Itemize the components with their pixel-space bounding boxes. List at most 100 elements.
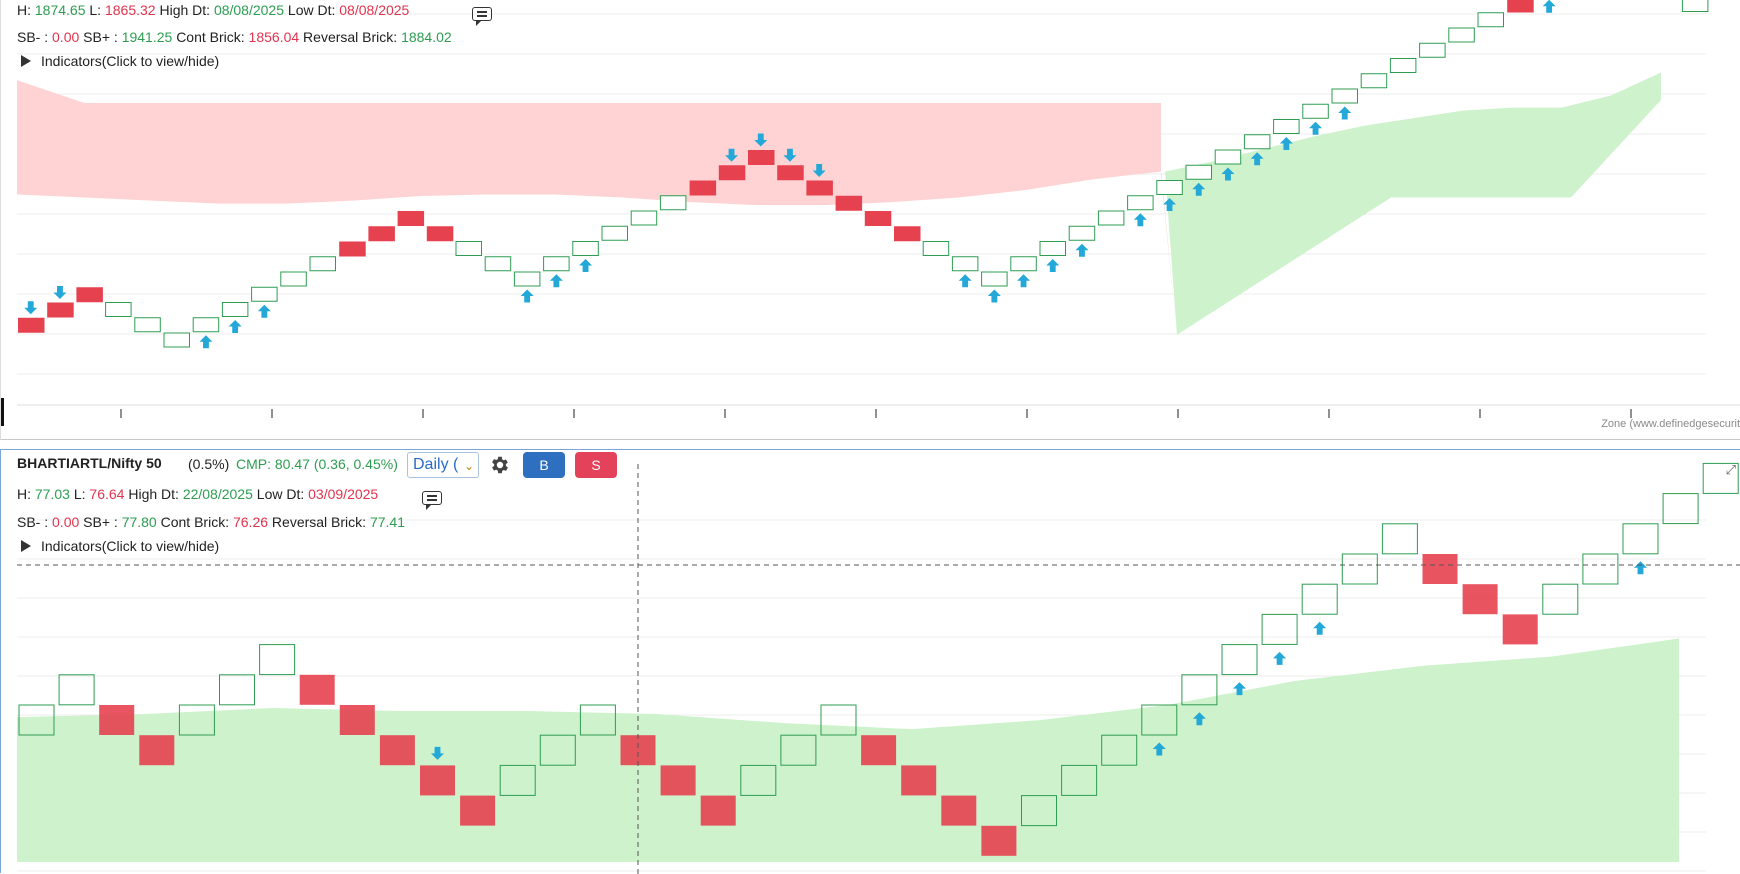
renko-brick-up xyxy=(163,332,190,348)
top-ohlc-line: H: 1874.65 L: 1865.32 High Dt: 08/08/202… xyxy=(17,2,410,18)
expand-icon[interactable]: ⤢ xyxy=(1725,462,1736,477)
expand-triangle-icon xyxy=(21,540,31,552)
renko-brick-up xyxy=(1341,553,1378,585)
renko-brick-up xyxy=(1010,256,1037,272)
renko-brick-up xyxy=(579,704,616,736)
sell-arrow-icon xyxy=(812,164,826,177)
renko-brick-up xyxy=(1662,493,1699,525)
renko-brick-up xyxy=(1221,644,1258,676)
renko-brick-up xyxy=(1542,583,1579,615)
renko-brick-up xyxy=(951,256,979,272)
renko-brick-up xyxy=(105,302,132,317)
renko-brick-up xyxy=(499,764,536,796)
gear-icon[interactable] xyxy=(489,454,511,476)
renko-brick-up xyxy=(1185,164,1212,180)
renko-brick-up xyxy=(1702,462,1739,494)
renko-brick-down xyxy=(1507,0,1534,13)
renko-brick-down xyxy=(981,825,1017,856)
buy-arrow-icon xyxy=(1133,213,1147,227)
renko-brick-up xyxy=(1302,103,1329,119)
cloud-crossover xyxy=(1161,171,1177,335)
renko-brick-up xyxy=(780,734,817,766)
buy-arrow-icon xyxy=(1313,621,1327,635)
renko-brick-up xyxy=(1582,553,1619,585)
renko-brick-up xyxy=(221,302,249,317)
comment-icon[interactable] xyxy=(472,7,492,26)
renko-brick-up xyxy=(1622,523,1659,555)
renko-brick-up xyxy=(572,241,599,256)
symbol-title: BHARTIARTL/Nifty 50 xyxy=(17,455,162,471)
renko-brick-down xyxy=(76,287,103,303)
renko-brick-up xyxy=(259,644,296,676)
renko-brick-down xyxy=(894,226,921,242)
ichimoku-cloud-bullish xyxy=(1165,72,1661,335)
renko-brick-down xyxy=(835,195,863,211)
renko-brick-up xyxy=(219,674,255,706)
top-indicators-toggle[interactable]: Indicators(Click to view/hide) xyxy=(21,53,219,69)
renko-brick-up xyxy=(1261,613,1298,645)
sell-button[interactable]: S xyxy=(575,452,617,478)
top-chart-panel[interactable]: H: 1874.65 L: 1865.32 High Dt: 08/08/202… xyxy=(0,0,1740,440)
buy-arrow-icon xyxy=(1309,121,1323,135)
renko-brick-up xyxy=(1127,195,1154,211)
buy-arrow-icon xyxy=(520,289,534,303)
renko-brick-down xyxy=(861,735,897,766)
renko-brick-down xyxy=(689,180,717,196)
expand-triangle-icon xyxy=(21,55,31,67)
buy-arrow-icon xyxy=(1250,152,1264,166)
renko-brick-up xyxy=(740,764,777,796)
renko-brick-up xyxy=(1097,210,1125,226)
bottom-indicators-toggle[interactable]: Indicators(Click to view/hide) xyxy=(21,538,219,554)
renko-brick-up xyxy=(1477,12,1504,28)
buy-arrow-icon xyxy=(1017,274,1031,288)
top-renko-chart[interactable] xyxy=(1,0,1740,440)
renko-brick-up xyxy=(539,734,576,766)
buy-arrow-icon xyxy=(1152,742,1166,756)
renko-brick-down xyxy=(379,735,415,766)
renko-brick-down xyxy=(901,765,937,796)
ichimoku-cloud-bullish xyxy=(17,638,1679,862)
buy-arrow-icon xyxy=(1075,243,1089,257)
buy-arrow-icon xyxy=(1273,651,1287,665)
renko-brick-down xyxy=(420,765,455,796)
bottom-chart-panel[interactable]: BHARTIARTL/Nifty 50 (0.5%) CMP: 80.47 (0… xyxy=(0,449,1740,874)
sell-arrow-icon xyxy=(24,301,38,315)
renko-brick-up xyxy=(1389,58,1417,73)
renko-brick-up xyxy=(1021,795,1057,827)
renko-brick-down xyxy=(426,226,454,242)
renko-brick-up xyxy=(543,256,570,272)
renko-brick-down xyxy=(18,317,45,333)
renko-brick-up xyxy=(309,256,336,272)
buy-button[interactable]: B xyxy=(523,452,565,478)
buy-arrow-icon xyxy=(1542,0,1556,13)
top-brick-line: SB- : 0.00 SB+ : 1941.25 Cont Brick: 185… xyxy=(17,29,452,45)
sell-arrow-icon xyxy=(783,148,797,162)
renko-brick-down xyxy=(1502,614,1538,645)
renko-brick-up xyxy=(251,286,278,302)
renko-brick-up xyxy=(1214,149,1242,165)
buy-arrow-icon xyxy=(257,304,271,318)
renko-brick-up xyxy=(58,674,95,706)
renko-brick-down xyxy=(660,765,696,796)
buy-arrow-icon xyxy=(1233,682,1246,696)
renko-brick-down xyxy=(864,211,892,226)
ichimoku-cloud-bearish xyxy=(17,80,1161,206)
buy-arrow-icon xyxy=(228,320,242,333)
watermark: Zone (www.definedgesecurit xyxy=(1601,418,1740,430)
renko-brick-down xyxy=(339,705,375,735)
buy-arrow-icon xyxy=(1338,106,1352,120)
panel-splitter-handle xyxy=(1,398,4,426)
renko-brick-up xyxy=(1101,734,1138,766)
renko-brick-down xyxy=(748,150,775,165)
bottom-renko-chart[interactable] xyxy=(1,450,1740,874)
renko-brick-down xyxy=(1422,554,1458,584)
timeframe-select[interactable]: Daily (⌄ xyxy=(407,452,479,478)
renko-brick-down xyxy=(718,165,746,181)
renko-brick-up xyxy=(820,704,857,736)
top-high-date: 08/08/2025 xyxy=(213,2,285,18)
comment-icon[interactable] xyxy=(422,491,442,510)
renko-brick-up xyxy=(1681,0,1709,12)
buy-arrow-icon xyxy=(1192,182,1206,196)
sell-arrow-icon xyxy=(431,746,444,760)
renko-brick-up xyxy=(178,704,215,736)
